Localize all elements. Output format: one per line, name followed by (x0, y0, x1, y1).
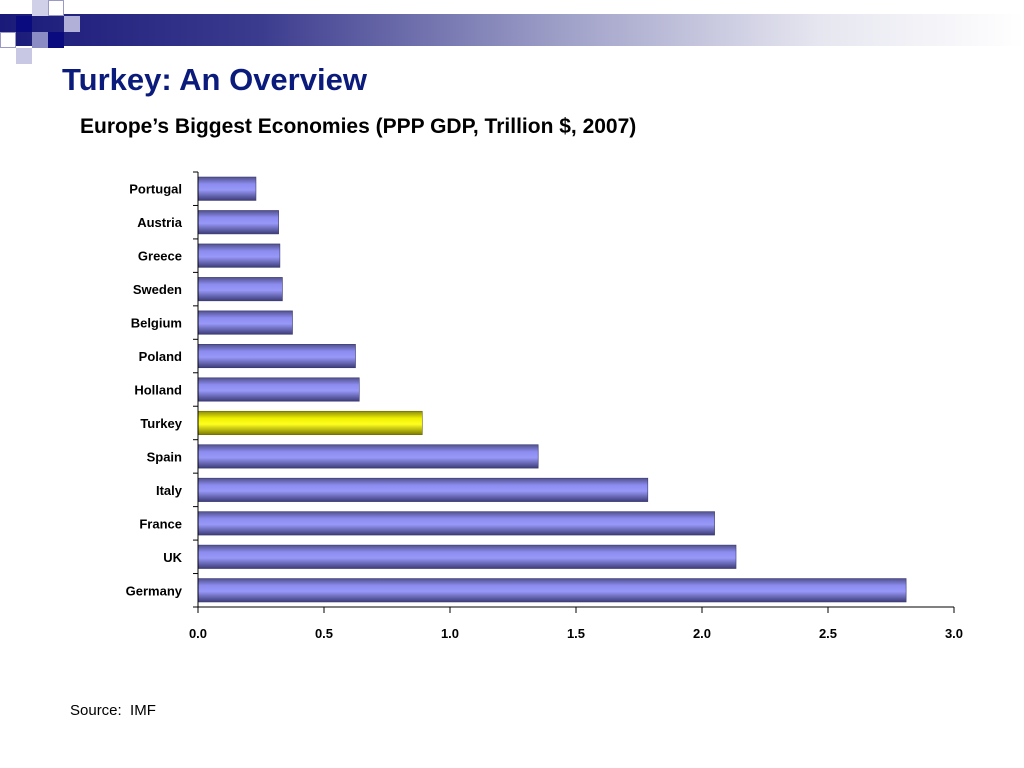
x-tick-label: 2.0 (693, 626, 711, 641)
bar-portugal (197, 176, 257, 201)
x-tick-label: 1.0 (441, 626, 459, 641)
bar-sweden (197, 277, 283, 302)
chart-title: Europe’s Biggest Economies (PPP GDP, Tri… (80, 115, 637, 138)
bar-belgium (197, 310, 293, 335)
axes-group: Portugal Austria Greece Sweden Belgium Poland… (126, 171, 963, 641)
slide-title: Turkey: An Overview (62, 62, 367, 97)
category-label-austria: Austria (137, 215, 183, 230)
bar-turkey (197, 410, 423, 435)
category-label-turkey: Turkey (140, 416, 182, 431)
bar-germany (197, 578, 907, 603)
category-label-sweden: Sweden (133, 282, 182, 297)
bar-italy (197, 477, 649, 502)
bar-holland (197, 377, 360, 402)
category-label-spain: Spain (147, 449, 182, 464)
source-label: Source: (70, 702, 122, 719)
bar-france (197, 511, 715, 536)
bar-uk (197, 544, 737, 569)
category-label-portugal: Portugal (129, 182, 182, 197)
source-note: Source: IMF (70, 702, 156, 719)
category-label-belgium: Belgium (131, 316, 182, 331)
x-tick-label: 3.0 (945, 626, 963, 641)
bar-poland (197, 344, 356, 369)
x-tick-label: 2.5 (819, 626, 837, 641)
source-value: IMF (130, 702, 156, 719)
header-gradient-band (0, 14, 1024, 46)
bar-greece (197, 243, 281, 268)
category-label-holland: Holland (134, 383, 182, 398)
category-label-france: France (139, 516, 182, 531)
x-tick-label: 0.0 (189, 626, 207, 641)
category-label-germany: Germany (126, 583, 183, 598)
category-label-uk: UK (163, 550, 182, 565)
category-label-italy: Italy (156, 483, 183, 498)
category-label-poland: Poland (139, 349, 182, 364)
bar-austria (197, 210, 279, 235)
bars-group (197, 176, 907, 603)
decorative-squares-logo (0, 0, 80, 64)
x-tick-label: 1.5 (567, 626, 585, 641)
category-label-greece: Greece (138, 249, 182, 264)
x-tick-label: 0.5 (315, 626, 333, 641)
bar-spain (197, 444, 539, 469)
